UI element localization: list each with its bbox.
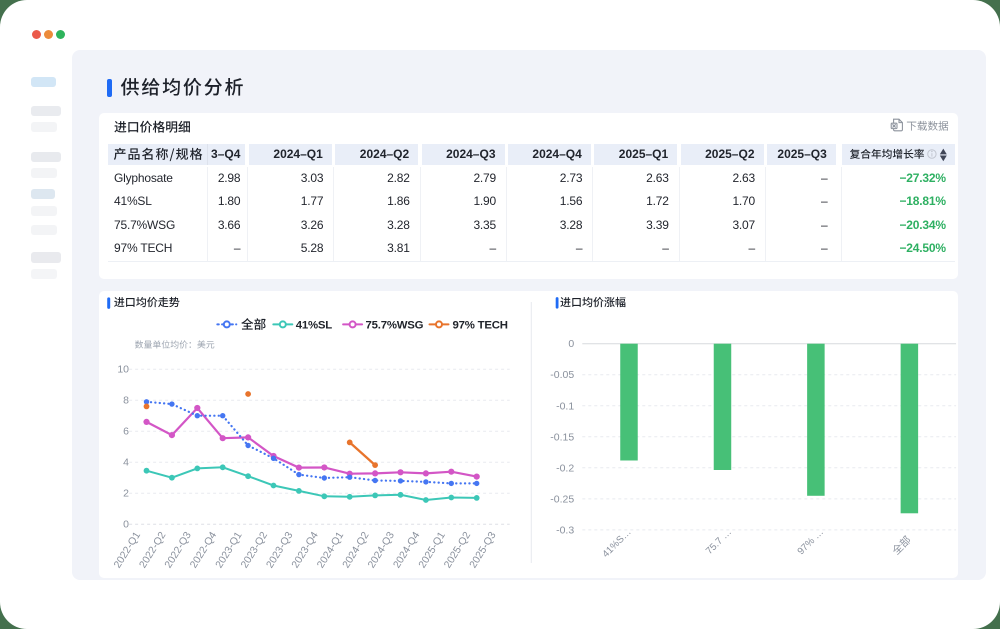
svg-text:-0.2: -0.2: [556, 463, 574, 474]
svg-text:-0.25: -0.25: [551, 494, 575, 505]
svg-text:-0.05: -0.05: [551, 370, 575, 381]
svg-text:-0.15: -0.15: [551, 432, 575, 443]
svg-text:97% …: 97% …: [796, 527, 826, 557]
svg-text:0: 0: [123, 519, 129, 530]
svg-text:8: 8: [123, 395, 129, 406]
svg-text:0: 0: [569, 339, 575, 350]
svg-text:-0.3: -0.3: [556, 525, 574, 536]
svg-text:2: 2: [123, 488, 129, 499]
svg-text:41%SL: 41%SL: [296, 319, 333, 331]
svg-text:41%S…: 41%S…: [601, 527, 634, 560]
svg-text:6: 6: [123, 426, 129, 437]
svg-text:4: 4: [123, 457, 129, 468]
svg-text:97% TECH: 97% TECH: [453, 319, 508, 331]
svg-text:75.7%WSG: 75.7%WSG: [366, 319, 424, 331]
svg-text:75.7 …: 75.7 …: [704, 527, 734, 557]
svg-text:-0.1: -0.1: [556, 401, 574, 412]
svg-text:10: 10: [118, 364, 130, 375]
